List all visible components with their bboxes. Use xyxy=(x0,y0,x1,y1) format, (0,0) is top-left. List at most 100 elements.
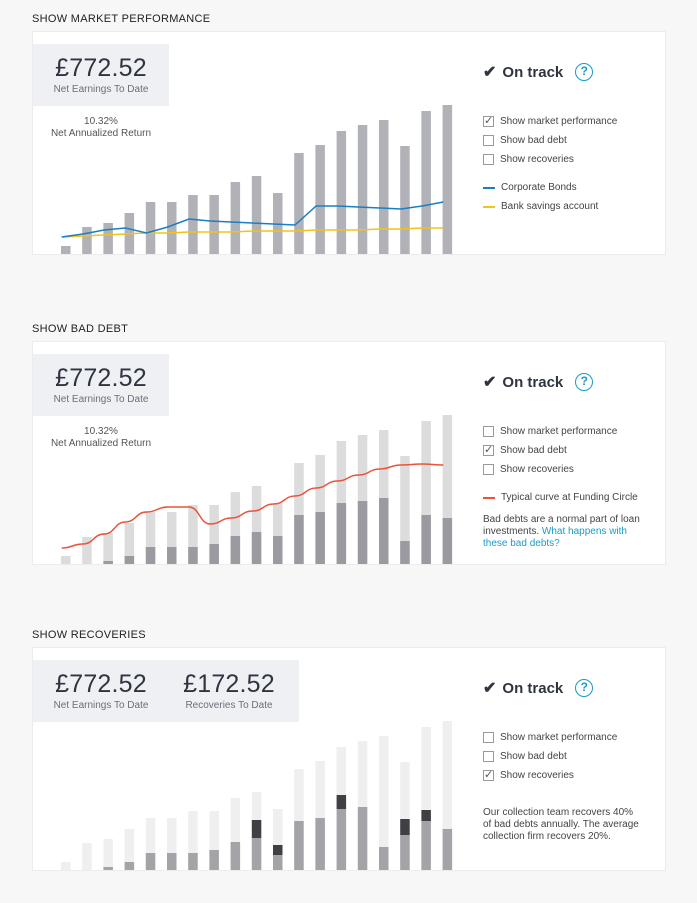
bar-total xyxy=(82,537,92,564)
note-text: Our collection team recovers 40% of bad … xyxy=(483,807,639,842)
option-show-market-performance[interactable]: Show market performance xyxy=(483,426,617,437)
net-earnings-amount: £772.52 xyxy=(55,364,147,392)
market-performance-panel: £772.52 Net Earnings To Date 10.32% Net … xyxy=(32,31,666,255)
bar-total xyxy=(82,843,92,870)
status: ✔ On track ? xyxy=(483,678,594,698)
checkbox-icon[interactable] xyxy=(483,154,494,165)
section-title-recoveries: SHOW RECOVERIES xyxy=(32,629,146,641)
bar-total xyxy=(273,809,283,870)
checkbox-icon[interactable]: ✓ xyxy=(483,769,494,781)
checkbox-icon[interactable]: ✓ xyxy=(483,115,494,127)
annualized-return-value: 10.32% xyxy=(84,426,118,437)
bar-total xyxy=(124,829,135,870)
net-earnings-stat: £772.52 Net Earnings To Date xyxy=(33,44,169,95)
section-title-bad-debt: SHOW BAD DEBT xyxy=(32,323,129,335)
bar-total xyxy=(294,769,304,870)
bar-total xyxy=(379,430,389,564)
checkbox-icon[interactable]: ✓ xyxy=(483,444,494,456)
bar-bad-debt xyxy=(336,503,347,564)
bar-bad-debt xyxy=(273,536,283,564)
bar-bad-debt xyxy=(124,862,135,870)
bar-bad-debt xyxy=(230,536,241,564)
option-show-market-performance[interactable]: Show market performance xyxy=(483,732,617,743)
option-show-bad-debt[interactable]: ✓ Show bad debt xyxy=(483,445,567,456)
option-show-market-performance[interactable]: ✓ Show market performance xyxy=(483,116,617,127)
legend-line-icon xyxy=(483,205,495,208)
checkbox-icon[interactable] xyxy=(483,135,494,146)
checkmark-icon: ✔ xyxy=(483,680,497,697)
bar-bad-debt xyxy=(251,838,262,870)
bar-bad-debt xyxy=(188,853,198,870)
status-label: On track xyxy=(502,373,564,391)
legend-bank-savings: Bank savings account xyxy=(483,201,598,212)
bar-bad-debt xyxy=(379,847,389,870)
net-earnings-amount: £772.52 xyxy=(55,54,147,82)
checkbox-icon[interactable] xyxy=(483,464,494,475)
corporate-bonds-line xyxy=(61,201,444,238)
bar-total xyxy=(421,421,431,564)
legend-label: Bank savings account xyxy=(501,201,599,212)
bar-total xyxy=(145,512,156,564)
bar-total xyxy=(61,556,71,564)
bar xyxy=(188,195,198,254)
bar-total xyxy=(336,441,347,564)
option-label: Show bad debt xyxy=(500,135,567,146)
bar-bad-debt xyxy=(124,556,135,564)
bar-bad-debt xyxy=(167,853,177,870)
note-text: Bad debts are a normal part of loan inve… xyxy=(483,514,640,537)
bar-bad-debt xyxy=(315,512,325,564)
status: ✔ On track ? xyxy=(483,372,594,392)
option-label: Show recoveries xyxy=(500,154,574,165)
annualized-return: 10.32% Net Annualized Return xyxy=(33,116,169,140)
option-show-bad-debt[interactable]: Show bad debt xyxy=(483,135,567,146)
bar-total xyxy=(167,512,177,564)
bar xyxy=(145,202,156,254)
bar-recovery xyxy=(400,819,410,835)
bar-bad-debt xyxy=(145,547,156,564)
bar-bad-debt xyxy=(400,541,410,564)
recoveries-amount: £172.52 xyxy=(183,670,275,698)
option-show-recoveries[interactable]: Show recoveries xyxy=(483,464,574,475)
bar-bad-debt xyxy=(103,867,113,870)
help-icon[interactable]: ? xyxy=(575,63,594,81)
bar xyxy=(421,111,431,254)
bar-total xyxy=(230,798,241,870)
help-icon[interactable]: ? xyxy=(575,679,594,697)
market-performance-chart xyxy=(61,105,453,254)
bar-total xyxy=(421,727,431,870)
recoveries-label: Recoveries To Date xyxy=(185,700,273,711)
net-earnings-amount: £772.52 xyxy=(55,670,147,698)
bar-total xyxy=(209,811,219,870)
checkmark-icon: ✔ xyxy=(483,374,497,391)
bar-bad-debt xyxy=(357,501,368,564)
bar-bad-debt xyxy=(188,547,198,564)
bar-bad-debt xyxy=(209,544,219,564)
status: ✔ On track ? xyxy=(483,62,594,82)
bar-bad-debt xyxy=(294,821,304,870)
section-title-market-performance: SHOW MARKET PERFORMANCE xyxy=(32,13,211,25)
bad-debt-panel: £772.52 Net Earnings To Date 10.32% Net … xyxy=(32,341,666,565)
bar-bad-debt xyxy=(357,807,368,870)
checkbox-icon[interactable] xyxy=(483,426,494,437)
bar-bad-debt xyxy=(400,835,410,870)
bar-bad-debt xyxy=(103,561,113,564)
bar-bad-debt xyxy=(251,532,262,564)
option-show-recoveries[interactable]: ✓ Show recoveries xyxy=(483,770,574,781)
legend-label: Typical curve at Funding Circle xyxy=(501,492,638,503)
option-show-bad-debt[interactable]: Show bad debt xyxy=(483,751,567,762)
bar xyxy=(167,202,177,254)
checkbox-icon[interactable] xyxy=(483,751,494,762)
help-icon[interactable]: ? xyxy=(575,373,594,391)
bar-total xyxy=(400,762,410,870)
recoveries-panel: £772.52 Net Earnings To Date £172.52 Rec… xyxy=(32,647,666,871)
bar-total xyxy=(124,523,135,564)
bad-debt-link[interactable]: What happens with these bad debts? xyxy=(483,526,627,549)
stats-box: £772.52 Net Earnings To Date xyxy=(33,354,169,416)
option-label: Show recoveries xyxy=(500,770,574,781)
bar-recovery xyxy=(421,810,431,821)
option-show-recoveries[interactable]: Show recoveries xyxy=(483,154,574,165)
legend-typical-curve: Typical curve at Funding Circle xyxy=(483,492,638,503)
bar-bad-debt xyxy=(421,821,431,870)
bar-total xyxy=(188,811,198,870)
checkbox-icon[interactable] xyxy=(483,732,494,743)
